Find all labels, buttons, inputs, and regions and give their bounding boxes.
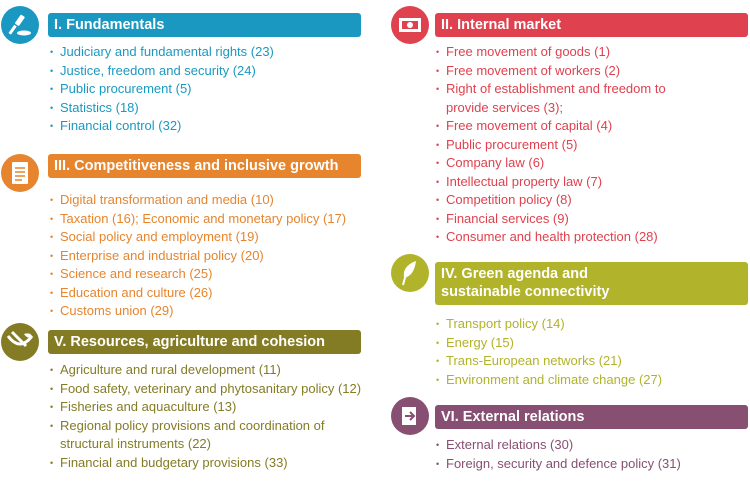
topic-list: Free movement of goods (1)Free movement … [436,43,750,247]
leaf-icon [391,254,429,292]
list-item: Right of establishment and freedom to pr… [436,80,671,117]
list-item: Education and culture (26) [50,284,370,303]
list-item: Consumer and health protection (28) [436,228,750,247]
list-item: Enterprise and industrial policy (20) [50,247,370,266]
section-4: II. Internal market Free movement of good… [391,6,750,246]
topic-list: Digital transformation and media (10)Tax… [50,191,370,321]
list-item: Competition policy (8) [436,191,750,210]
list-item: Customs union (29) [50,302,370,321]
list-item: Taxation (16); Economic and monetary pol… [50,210,370,229]
list-item: Public procurement (5) [50,80,370,99]
list-item: Regional policy provisions and coordinat… [50,417,340,454]
list-item: Judiciary and fundamental rights (23) [50,43,370,62]
section-1: I. FundamentalsJudiciary and fundamental… [1,6,361,135]
topic-list: Transport policy (14)Energy (15)Trans-Eu… [436,315,750,389]
agriculture-icon [1,323,39,361]
section-2: III. Competitiveness and inclusive growt… [1,154,361,320]
list-item: Public procurement (5) [436,136,750,155]
section-header: III. Competitiveness and inclusive growt… [48,154,361,178]
section-6: VI. External relations External relations… [391,397,750,473]
list-item: Food safety, veterinary and phytosanitar… [50,380,370,399]
list-item: Company law (6) [436,154,750,173]
topic-list: External relations (30)Foreign, security… [436,436,750,473]
banknote-icon [391,6,429,44]
list-item: Financial and budgetary provisions (33) [50,454,370,473]
section-header: VI. External relations [435,405,748,429]
section-header: V. Resources, agriculture and cohesion [48,330,361,354]
list-item: Justice, freedom and security (24) [50,62,370,81]
section-5: IV. Green agenda and sustainable connect… [391,254,750,389]
list-item: Financial control (32) [50,117,370,136]
topic-list: Judiciary and fundamental rights (23)Jus… [50,43,370,136]
list-item: Transport policy (14) [436,315,750,334]
list-item: Financial services (9) [436,210,750,229]
list-item: Digital transformation and media (10) [50,191,370,210]
list-item: Free movement of workers (2) [436,62,750,81]
topic-list: Agriculture and rural development (11)Fo… [50,361,370,472]
list-item: Social policy and employment (19) [50,228,370,247]
exit-arrow-icon [391,397,429,435]
section-header: IV. Green agenda and sustainable connect… [435,262,748,305]
gavel-icon [1,6,39,44]
section-header: I. Fundamentals [48,13,361,37]
section-3: V. Resources, agriculture and cohesionAg… [1,323,361,472]
list-item: Fisheries and aquaculture (13) [50,398,370,417]
section-header: II. Internal market [435,13,748,37]
list-item: Energy (15) [436,334,750,353]
list-item: Agriculture and rural development (11) [50,361,370,380]
list-item: External relations (30) [436,436,750,455]
list-item: Intellectual property law (7) [436,173,750,192]
document-icon [1,154,39,192]
list-item: Environment and climate change (27) [436,371,750,390]
list-item: Free movement of capital (4) [436,117,750,136]
list-item: Foreign, security and defence policy (31… [436,455,750,474]
list-item: Science and research (25) [50,265,370,284]
list-item: Free movement of goods (1) [436,43,750,62]
list-item: Trans-European networks (21) [436,352,750,371]
list-item: Statistics (18) [50,99,370,118]
